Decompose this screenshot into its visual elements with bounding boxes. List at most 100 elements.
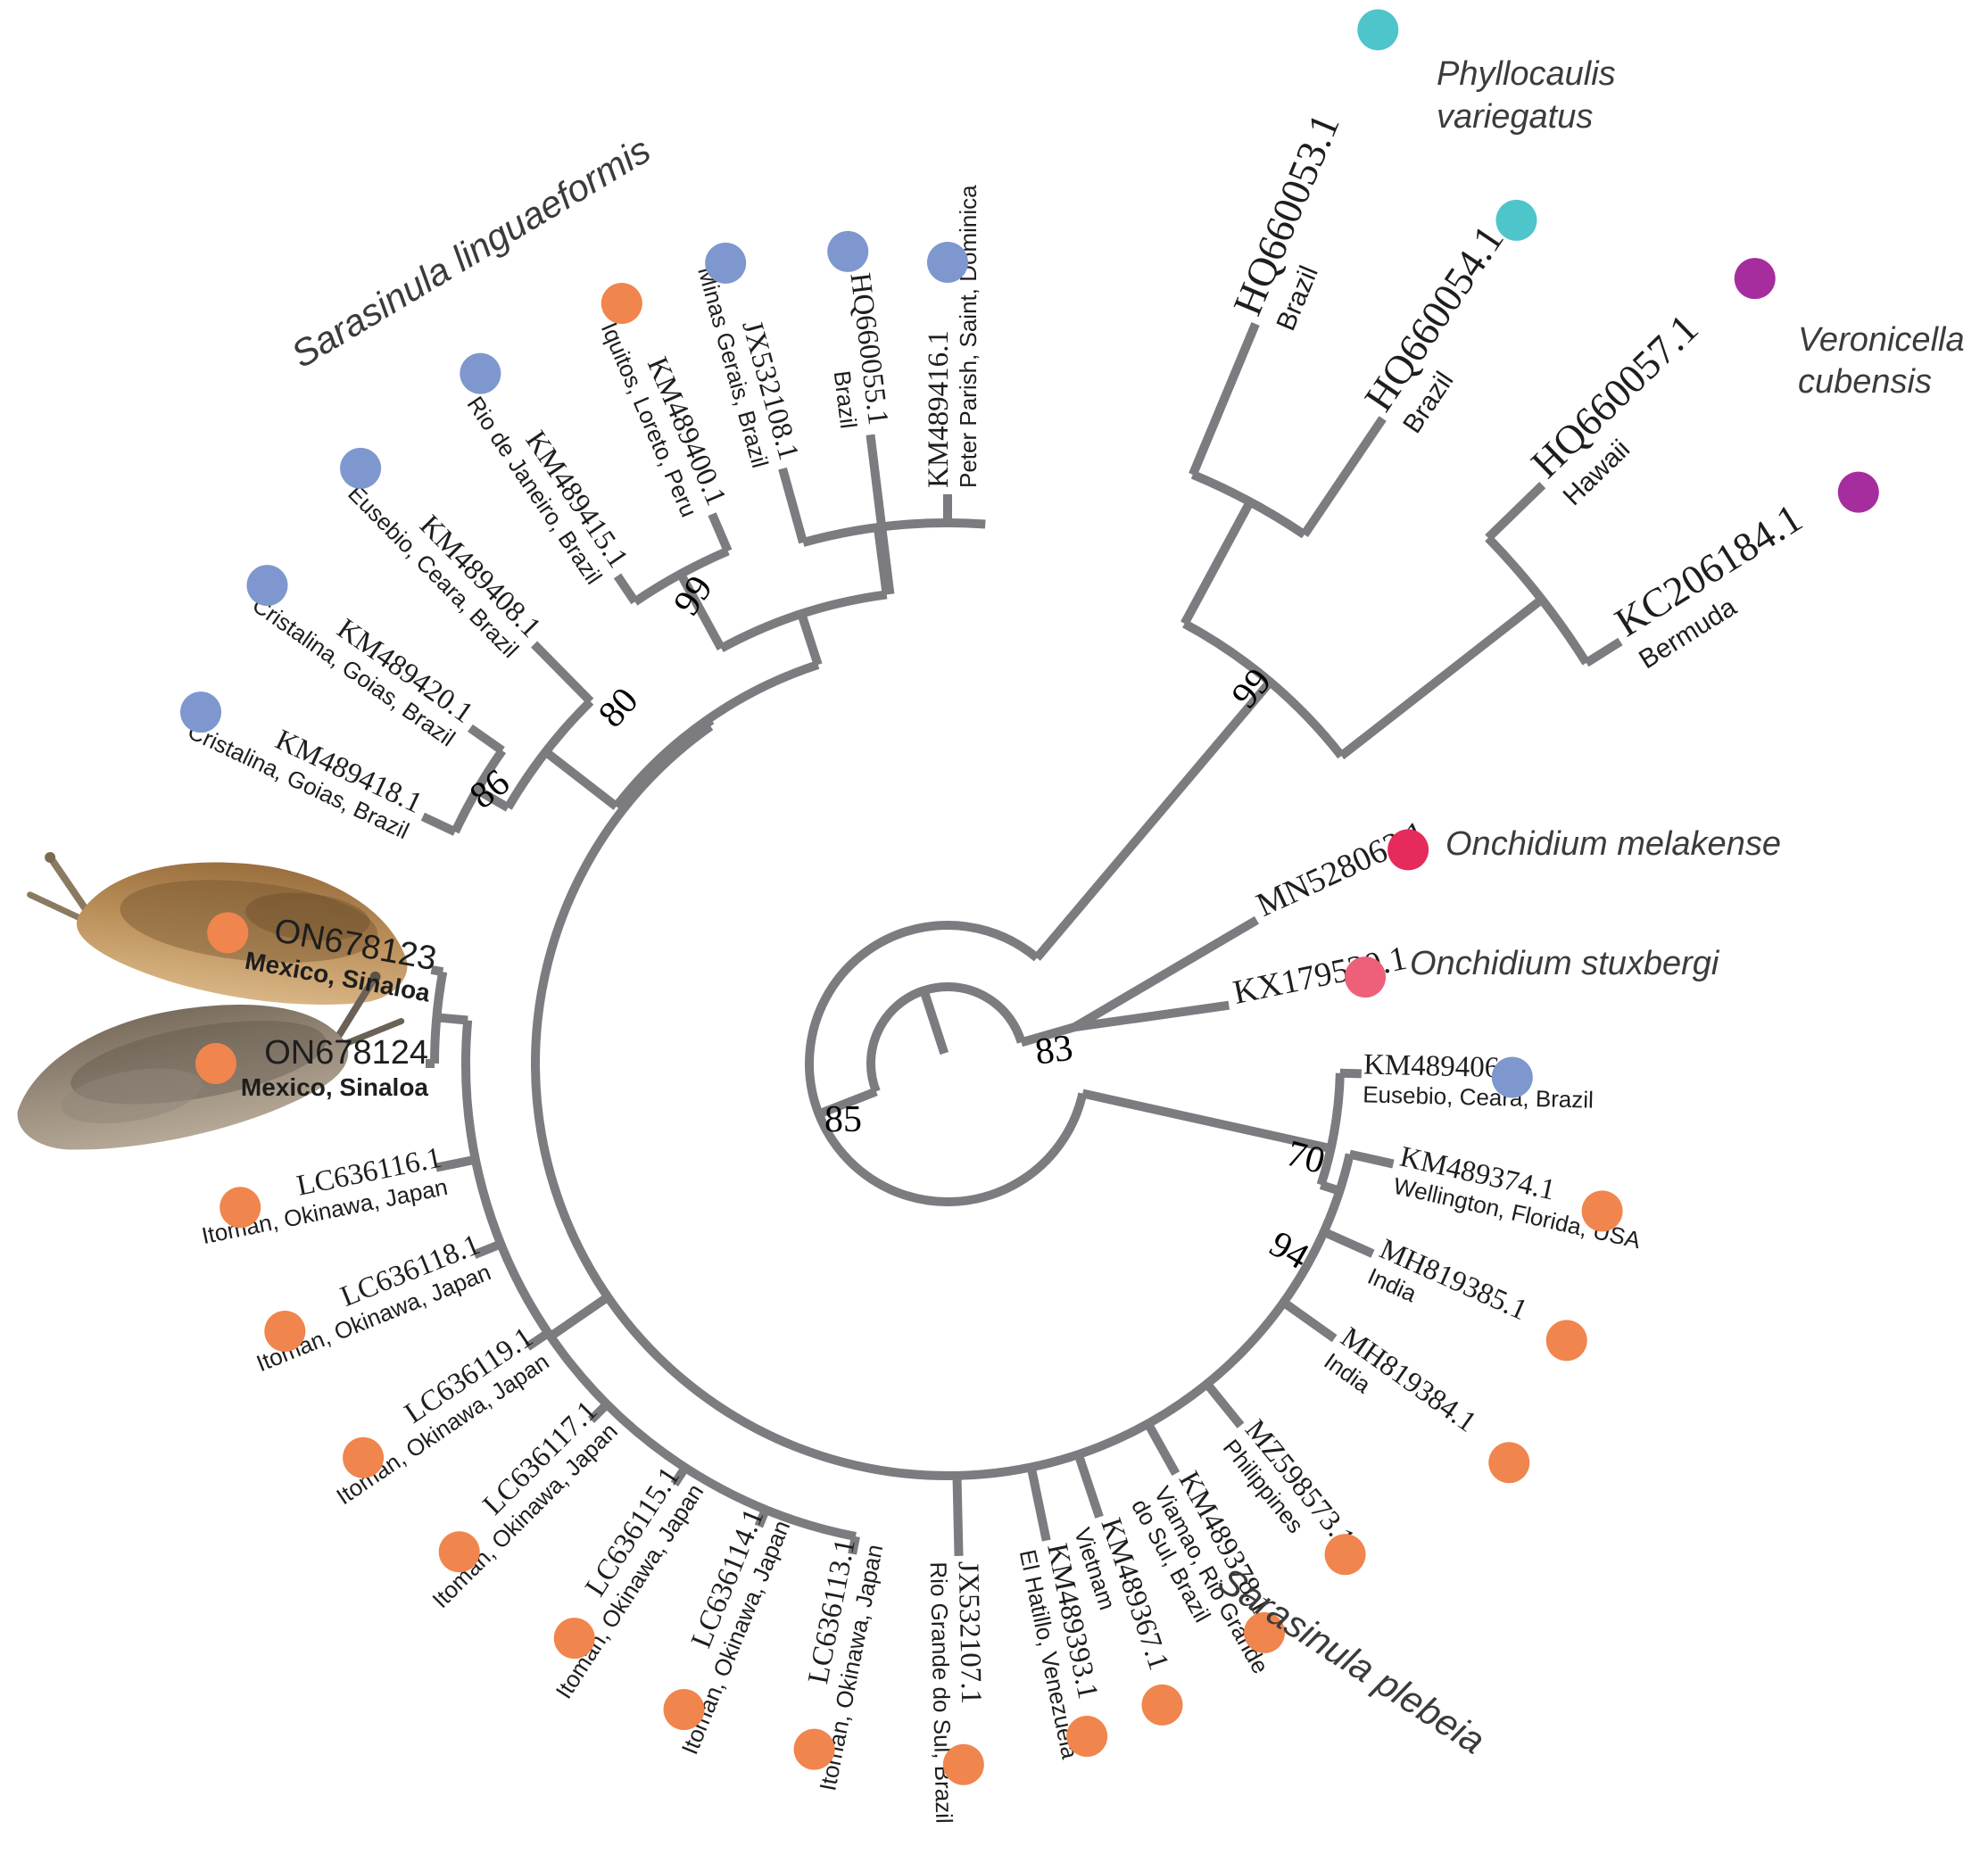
branch-arc	[866, 982, 1026, 1094]
species-label-line: variegatus	[1437, 98, 1593, 136]
branch-arc	[612, 660, 820, 809]
tip-HQ660054.1: HQ660054.1Brazil	[1355, 217, 1512, 438]
tip-label: MH819384.1India	[1320, 1321, 1482, 1461]
branch-radial	[543, 748, 619, 810]
tip-dot-MH819384.1	[1488, 1442, 1530, 1484]
tip-MH819385.1: MH819385.1India	[1363, 1233, 1531, 1351]
bootstrap-value: 83	[1032, 1027, 1075, 1072]
tip-dot-KM489400.1	[601, 282, 642, 324]
slug-mottling	[61, 1068, 203, 1124]
tip-label: HQ660055.1Brazil	[817, 271, 894, 430]
tip-LC636118.1: LC636118.1Itoman, Okinawa, Japan	[241, 1229, 495, 1377]
branch-radial	[670, 1465, 690, 1487]
branch-radial	[613, 573, 639, 605]
branch-radial	[1033, 679, 1274, 961]
branch-radial	[816, 1087, 878, 1119]
branch-radial	[778, 467, 808, 544]
branch-radial	[1081, 1089, 1332, 1154]
branch-radial	[525, 1329, 551, 1351]
tip-dot-LC636117.1	[438, 1531, 480, 1573]
tip-label: LC636118.1Itoman, Okinawa, Japan	[241, 1229, 495, 1377]
tip-dot-KM489378.1	[1244, 1611, 1286, 1653]
branch-line	[1072, 915, 1260, 1031]
branch-radial	[1348, 1149, 1395, 1169]
tip-KM489415.1: KM489415.1Rio de Janeiro, Brazil	[461, 374, 634, 590]
branch-radial	[797, 612, 823, 666]
tip-HQ660053.1: HQ660053.1Brazil	[1224, 107, 1380, 335]
tip-dot-KM489367.1	[1141, 1684, 1183, 1726]
branch-radial	[587, 1401, 610, 1424]
slug-eye-icon	[45, 851, 56, 863]
branch-radial	[435, 1155, 476, 1172]
tip-dot-MZ598573.1	[1324, 1534, 1366, 1576]
tip-dot-KM489416.1	[927, 242, 968, 283]
branch-radial	[420, 812, 458, 836]
branch-arc	[461, 1020, 857, 1541]
tip-dot-KM489418.1	[180, 691, 222, 733]
branch-radial	[531, 641, 594, 705]
tip-HQ660057.1: HQ660057.1Hawaii	[1522, 305, 1707, 511]
tip-dot-KM489406.1	[1491, 1056, 1533, 1098]
slug-photos	[17, 851, 408, 1150]
bootstrap-value: 85	[824, 1099, 862, 1140]
slug-tentacle-icon	[342, 1018, 405, 1047]
species-label-line: cubensis	[1798, 363, 1932, 401]
tip-label: KM489406.1Eusebio, Ceara, Brazil	[1363, 1048, 1595, 1113]
slug-mantle	[120, 880, 378, 963]
branch-radial	[1319, 1180, 1341, 1196]
tip-MH819384.1: MH819384.1India	[1320, 1321, 1482, 1461]
tip-dot-LC636115.1	[553, 1618, 595, 1660]
tip-dot-MH819385.1	[1545, 1320, 1587, 1362]
branch-arc	[1182, 619, 1346, 759]
species-label-veronicella-cubensis: Veronicella cubensis	[1798, 321, 1965, 401]
species-label-line: Veronicella	[1798, 321, 1965, 359]
branch-radial	[1020, 1022, 1076, 1047]
branch-radial	[430, 964, 444, 977]
slug-tentacle-icon	[47, 856, 90, 914]
branch-radial	[866, 434, 895, 595]
tip-dot-KM489393.1	[1066, 1716, 1108, 1758]
species-label-line: Onchidium stuxbergi	[1410, 945, 1720, 982]
tip-dot-MN528062.1	[1387, 829, 1429, 871]
branch-radial	[702, 717, 715, 729]
branch-radial	[1073, 1453, 1104, 1519]
tip-dot-KC206184.1	[1837, 471, 1879, 513]
species-label-line: Onchidium melakense	[1445, 825, 1781, 863]
tip-label: ON678124 Mexico, Sinaloa	[241, 1034, 428, 1101]
tip-JX532107.1: JX532107.1Rio Grande do Sul, Brazil	[925, 1561, 988, 1824]
tip-dot-HQ660055.1	[827, 230, 869, 272]
tip-label: KM489416.1Peter Parish, Saint, Dominica	[923, 185, 982, 488]
tip-dot-KX179520.1	[1345, 956, 1387, 998]
slug-tentacle-icon	[27, 891, 83, 922]
tip-accession: ON678124	[264, 1034, 428, 1072]
tip-KC206184.1: KC206184.1Bermuda	[1607, 494, 1810, 675]
tip-label: MH819385.1India	[1363, 1233, 1531, 1351]
species-label-line: Phyllocaulis	[1437, 55, 1616, 93]
tip-dot-ON678123	[207, 912, 249, 954]
tip-dot-ON678124	[195, 1043, 236, 1084]
branch-radial	[754, 1508, 770, 1528]
tip-accession: KM489416.1	[923, 330, 955, 488]
tip-dot-KM489374.1	[1581, 1190, 1623, 1232]
branch-radial	[919, 989, 949, 1056]
tip-KM489416.1: KM489416.1Peter Parish, Saint, Dominica	[923, 185, 982, 488]
tip-label: JX532108.1Minas Gerais, Brazil	[692, 255, 805, 471]
branch-radial	[1180, 500, 1255, 626]
tip-dot-KM489408.1	[340, 447, 382, 489]
tip-dot-JX532107.1	[942, 1743, 984, 1785]
tip-dot-KM489415.1	[460, 352, 501, 394]
species-label-onchidium-melakense: Onchidium melakense	[1445, 825, 1781, 863]
branch-arc	[504, 698, 594, 810]
branch-radial	[548, 1293, 611, 1340]
branch-radial	[1026, 1466, 1051, 1542]
branch-radial	[1321, 1228, 1375, 1258]
slug-eye-icon	[369, 971, 381, 982]
tip-dot-LC636113.1	[793, 1728, 835, 1770]
tip-dot-LC636116.1	[220, 1187, 261, 1229]
branch-radial	[1280, 1298, 1338, 1343]
tip-label: KM489415.1Rio de Janeiro, Brazil	[461, 374, 634, 590]
tip-label: HQ660053.1Brazil	[1224, 107, 1380, 335]
bootstrap-value: 80	[591, 680, 646, 735]
tip-dot-LC636119.1	[343, 1436, 385, 1478]
